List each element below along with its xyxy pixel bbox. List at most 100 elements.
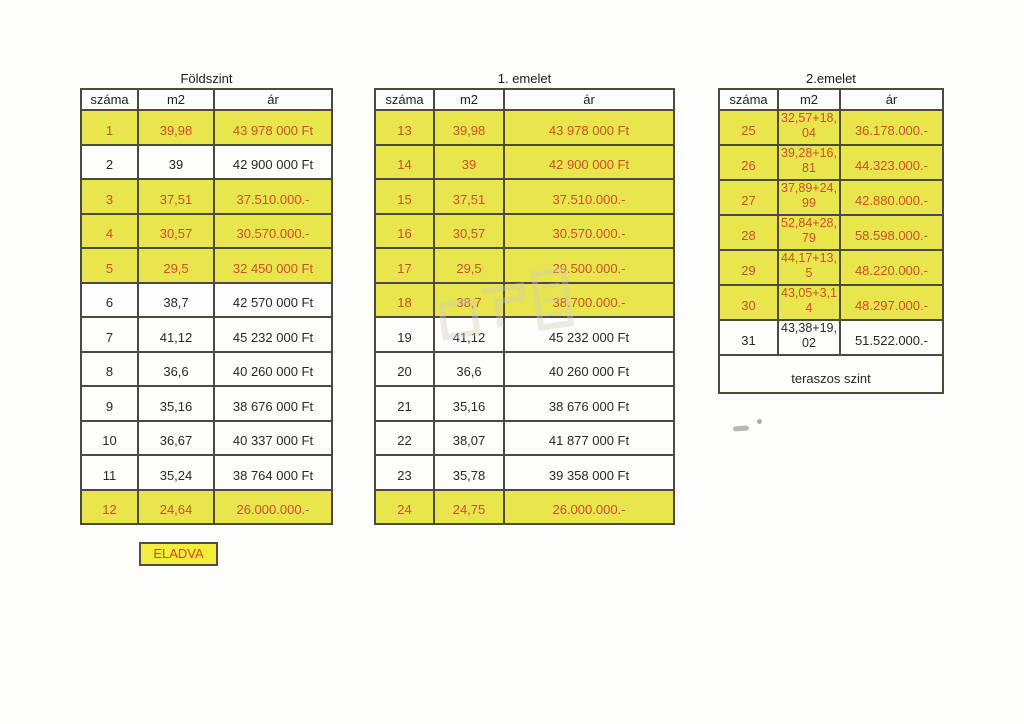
table-row: 23 35,78 39 358 000 Ft bbox=[374, 454, 675, 491]
cell-szama: 19 bbox=[374, 316, 435, 353]
cell-m2: 52,84+28, 79 bbox=[777, 214, 841, 251]
cell-m2: 39,98 bbox=[433, 109, 505, 146]
table-row: 11 35,24 38 764 000 Ft bbox=[80, 454, 333, 491]
cell-szama: 31 bbox=[718, 319, 779, 356]
table-row: 6 38,7 42 570 000 Ft bbox=[80, 281, 333, 318]
table-header: száma m2 ár bbox=[374, 88, 675, 111]
cell-szama: 2 bbox=[80, 143, 139, 180]
column-header: m2 bbox=[777, 88, 841, 111]
table-row: 16 30,57 30.570.000.- bbox=[374, 212, 675, 249]
table-row: 20 36,6 40 260 000 Ft bbox=[374, 350, 675, 387]
cell-ar: 37.510.000.- bbox=[503, 178, 675, 215]
cell-ar: 42 900 000 Ft bbox=[213, 143, 333, 180]
header-row: száma m2 ár bbox=[718, 88, 944, 111]
cell-m2: 37,51 bbox=[137, 178, 215, 215]
cell-m2: 39,28+16, 81 bbox=[777, 144, 841, 181]
footer-label: teraszos szint bbox=[718, 354, 944, 394]
cell-szama: 24 bbox=[374, 488, 435, 525]
table-row: 29 44,17+13, 5 48.220.000.- bbox=[718, 249, 944, 286]
cell-m2: 37,51 bbox=[433, 178, 505, 215]
table-row: 4 30,57 30.570.000.- bbox=[80, 212, 333, 249]
cell-szama: 30 bbox=[718, 284, 779, 321]
table-row: 19 41,12 45 232 000 Ft bbox=[374, 316, 675, 353]
cell-ar: 43 978 000 Ft bbox=[213, 109, 333, 146]
table-row: 14 39 42 900 000 Ft bbox=[374, 143, 675, 180]
column-header: m2 bbox=[433, 88, 505, 111]
table-row: 28 52,84+28, 79 58.598.000.- bbox=[718, 214, 944, 251]
cell-szama: 16 bbox=[374, 212, 435, 249]
cell-szama: 1 bbox=[80, 109, 139, 146]
column-header: ár bbox=[503, 88, 675, 111]
cell-szama: 23 bbox=[374, 454, 435, 491]
cell-ar: 29.500.000.- bbox=[503, 247, 675, 284]
cell-szama: 26 bbox=[718, 144, 779, 181]
table-body: 25 32,57+18, 04 36.178.000.- 26 39,28+16, 81… bbox=[718, 109, 944, 394]
table-row: 22 38,07 41 877 000 Ft bbox=[374, 419, 675, 456]
table-header: száma m2 ár bbox=[80, 88, 333, 111]
cell-ar: 58.598.000.- bbox=[838, 214, 944, 251]
cell-m2: 43,05+3,1 4 bbox=[777, 284, 841, 321]
cell-ar: 45 232 000 Ft bbox=[213, 316, 333, 353]
table-row: 15 37,51 37.510.000.- bbox=[374, 178, 675, 215]
cell-m2: 41,12 bbox=[433, 316, 505, 353]
cell-ar: 45 232 000 Ft bbox=[503, 316, 675, 353]
cell-szama: 18 bbox=[374, 281, 435, 318]
table-row: 13 39,98 43 978 000 Ft bbox=[374, 109, 675, 146]
table-row: 1 39,98 43 978 000 Ft bbox=[80, 109, 333, 146]
cell-m2: 29,5 bbox=[433, 247, 505, 284]
column-header: m2 bbox=[137, 88, 215, 111]
cell-ar: 44.323.000.- bbox=[838, 144, 944, 181]
table-emelet1: 1. emelet száma m2 ár 13 39,98 43 978 000 Ft… bbox=[374, 71, 675, 525]
table-title-emelet1: 1. emelet bbox=[497, 71, 552, 86]
cell-ar: 39 358 000 Ft bbox=[503, 454, 675, 491]
table-row: 3 37,51 37.510.000.- bbox=[80, 178, 333, 215]
table-body: 13 39,98 43 978 000 Ft 14 39 42 900 000 Ft 15 3… bbox=[374, 109, 675, 525]
cell-ar: 48.220.000.- bbox=[838, 249, 944, 286]
cell-ar: 30.570.000.- bbox=[503, 212, 675, 249]
cell-m2: 36,67 bbox=[137, 419, 215, 456]
cell-m2: 44,17+13, 5 bbox=[777, 249, 841, 286]
table-row: 25 32,57+18, 04 36.178.000.- bbox=[718, 109, 944, 146]
table-row: 8 36,6 40 260 000 Ft bbox=[80, 350, 333, 387]
cell-szama: 17 bbox=[374, 247, 435, 284]
cell-szama: 21 bbox=[374, 385, 435, 422]
column-header: ár bbox=[838, 88, 944, 111]
cell-szama: 11 bbox=[80, 454, 139, 491]
table-row: 18 38,7 38.700.000.- bbox=[374, 281, 675, 318]
cell-m2: 24,64 bbox=[137, 488, 215, 525]
cell-ar: 40 337 000 Ft bbox=[213, 419, 333, 456]
cell-m2: 32,57+18, 04 bbox=[777, 109, 841, 146]
cell-m2: 24,75 bbox=[433, 488, 505, 525]
cell-m2: 38,7 bbox=[137, 281, 215, 318]
cell-ar: 42 900 000 Ft bbox=[503, 143, 675, 180]
cell-szama: 22 bbox=[374, 419, 435, 456]
table-row: 24 24,75 26.000.000.- bbox=[374, 488, 675, 525]
cell-szama: 4 bbox=[80, 212, 139, 249]
cell-m2: 35,24 bbox=[137, 454, 215, 491]
cell-szama: 8 bbox=[80, 350, 139, 387]
cell-ar: 38 676 000 Ft bbox=[213, 385, 333, 422]
table-title-foldszint: Földszint bbox=[180, 71, 233, 86]
price-table-foldszint: száma m2 ár 1 39,98 43 978 000 Ft 2 39 42 900 0… bbox=[80, 88, 333, 525]
table-row: 30 43,05+3,1 4 48.297.000.- bbox=[718, 284, 944, 321]
cell-szama: 12 bbox=[80, 488, 139, 525]
cell-ar: 48.297.000.- bbox=[838, 284, 944, 321]
table-row: 5 29,5 32 450 000 Ft bbox=[80, 247, 333, 284]
table-row: 27 37,89+24, 99 42.880.000.- bbox=[718, 179, 944, 216]
cell-m2: 30,57 bbox=[137, 212, 215, 249]
table-row: 31 43,38+19, 02 51.522.000.- bbox=[718, 319, 944, 356]
cell-szama: 7 bbox=[80, 316, 139, 353]
cell-szama: 28 bbox=[718, 214, 779, 251]
cell-szama: 29 bbox=[718, 249, 779, 286]
cell-ar: 38 676 000 Ft bbox=[503, 385, 675, 422]
table-row: 21 35,16 38 676 000 Ft bbox=[374, 385, 675, 422]
cell-szama: 6 bbox=[80, 281, 139, 318]
cell-m2: 35,16 bbox=[137, 385, 215, 422]
cell-m2: 30,57 bbox=[433, 212, 505, 249]
cell-m2: 36,6 bbox=[137, 350, 215, 387]
cell-m2: 38,7 bbox=[433, 281, 505, 318]
cell-szama: 25 bbox=[718, 109, 779, 146]
table-row: 26 39,28+16, 81 44.323.000.- bbox=[718, 144, 944, 181]
table-header: száma m2 ár bbox=[718, 88, 944, 111]
table-row: 2 39 42 900 000 Ft bbox=[80, 143, 333, 180]
